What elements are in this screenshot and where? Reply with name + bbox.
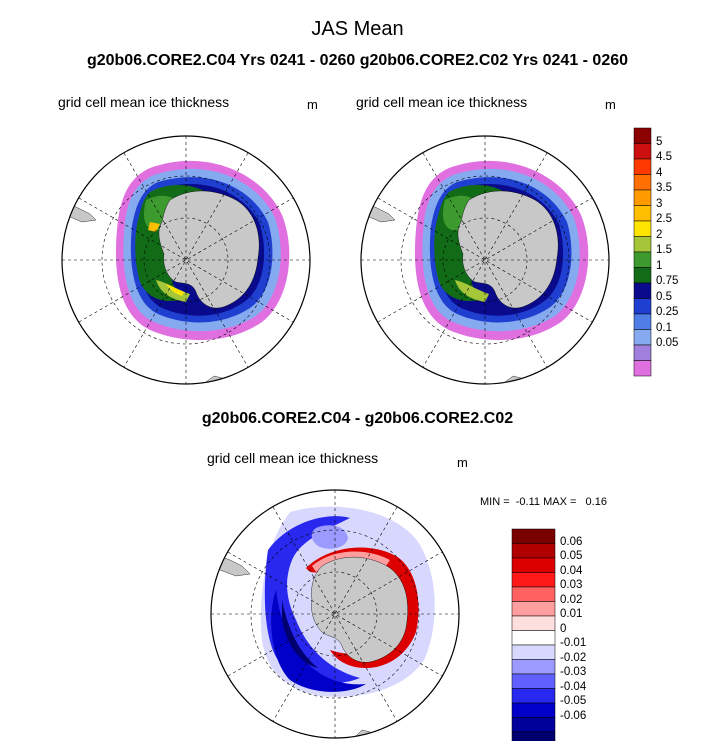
top-colorbar-swatch-14 <box>633 344 652 361</box>
diff-colorbar-tick-label: 0.01 <box>560 608 583 620</box>
diff-colorbar-swatch-3 <box>511 572 556 588</box>
min-max-stats: MIN = -0.11 MAX = 0.16 <box>480 496 607 508</box>
top-colorbar-swatch-6 <box>633 220 652 237</box>
diff-colorbar-swatch-13 <box>511 717 556 733</box>
difference-colorbar <box>511 528 556 741</box>
diff-colorbar-tick-label: -0.06 <box>560 709 587 722</box>
right-panel-unit: m <box>605 97 616 112</box>
diff-colorbar-tick-label: -0.03 <box>560 666 587 678</box>
top-colorbar-tick-label: 3 <box>656 197 663 210</box>
top-colorbar-swatch-3 <box>633 174 652 191</box>
diff-colorbar-tick-label: 0.04 <box>560 564 583 577</box>
top-colorbar-tick-label: 4.5 <box>656 151 672 163</box>
diff-colorbar-swatch-1 <box>511 543 556 559</box>
diff-colorbar-tick-label: -0.02 <box>560 651 587 664</box>
difference-map-boundary <box>210 489 460 739</box>
top-colorbar-swatch-10 <box>633 282 652 299</box>
diff-colorbar-swatch-12 <box>511 702 556 718</box>
difference-polar-map <box>211 490 459 738</box>
diff-colorbar-tick-label: -0.04 <box>560 680 587 693</box>
top-colorbar-swatch-8 <box>633 251 652 268</box>
antarctica <box>457 190 559 309</box>
main-title: JAS Mean <box>311 18 404 40</box>
left-panel-label: grid cell mean ice thickness <box>58 94 230 110</box>
diff-colorbar-swatch-7 <box>511 630 556 646</box>
right-panel-label: grid cell mean ice thickness <box>356 94 528 110</box>
diff-colorbar-swatch-2 <box>511 557 556 573</box>
diff-panel-label: grid cell mean ice thickness <box>207 450 379 466</box>
top-colorbar-tick-label: 4 <box>656 166 663 179</box>
diff-colorbar-swatch-14 <box>511 731 556 741</box>
top-colorbar-swatch-15 <box>633 360 652 377</box>
diff-colorbar-tick-label: -0.01 <box>560 637 587 649</box>
diff-colorbar-tick-label: -0.05 <box>560 695 587 707</box>
difference-title: g20b06.CORE2.C04 - g20b06.CORE2.C02 <box>201 410 514 427</box>
ice-lightgreen <box>455 280 489 302</box>
ice-yellow-2 <box>148 222 160 232</box>
diff-colorbar-swatch-6 <box>511 615 556 631</box>
top-colorbar <box>633 127 652 377</box>
top-colorbar-tick-label: 1.5 <box>656 244 672 256</box>
top-colorbar-tick-label: 0.75 <box>656 275 679 287</box>
ice-yellow <box>166 284 184 296</box>
diff-colorbar-swatch-0 <box>511 528 556 544</box>
top-colorbar-swatch-7 <box>633 236 652 253</box>
top-colorbar-swatch-12 <box>633 313 652 330</box>
antarctica <box>311 556 408 663</box>
subtitle: g20b06.CORE2.C04 Yrs 0241 - 0260 g20b06.… <box>86 52 629 69</box>
diff-colorbar-tick-label: 0.06 <box>560 535 583 548</box>
diff-navy <box>282 600 318 668</box>
top-colorbar-swatch-5 <box>633 205 652 222</box>
top-colorbar-swatch-11 <box>633 298 652 315</box>
antarctica <box>158 190 260 309</box>
diff-colorbar-swatch-4 <box>511 586 556 602</box>
top-colorbar-tick-label: 0.1 <box>656 321 672 334</box>
top-colorbar-tick-label: 2.5 <box>656 213 672 225</box>
diff-panel-unit: m <box>457 455 468 470</box>
top-colorbar-tick-label: 1 <box>656 259 663 272</box>
top-colorbar-swatch-4 <box>633 189 652 206</box>
diff-colorbar-tick-label: 0.05 <box>560 550 583 562</box>
diff-pink-ring <box>312 551 390 572</box>
top-colorbar-swatch-13 <box>633 329 652 346</box>
left-polar-map <box>62 136 310 384</box>
right-map-grid <box>361 136 609 384</box>
top-colorbar-swatch-2 <box>633 158 652 175</box>
top-colorbar-tick-label: 0.05 <box>656 337 679 349</box>
diff-colorbar-tick-label: 0 <box>560 622 567 635</box>
left-map-grid <box>62 136 310 384</box>
top-colorbar-tick-label: 3.5 <box>656 182 672 194</box>
diff-colorbar-tick-label: 0.02 <box>560 593 583 606</box>
diff-colorbar-tick-label: 0.03 <box>560 579 583 591</box>
top-colorbar-swatch-1 <box>633 143 652 160</box>
left-map-boundary <box>61 135 311 385</box>
top-colorbar-swatch-9 <box>633 267 652 284</box>
top-colorbar-tick-label: 2 <box>656 228 663 241</box>
diff-colorbar-swatch-10 <box>511 673 556 689</box>
top-colorbar-tick-label: 5 <box>656 135 663 148</box>
top-colorbar-tick-label: 0.25 <box>656 306 679 318</box>
top-colorbar-swatch-0 <box>633 127 652 144</box>
top-colorbar-tick-label: 0.5 <box>656 290 672 303</box>
diff-red-ring <box>306 547 419 668</box>
diff-colorbar-swatch-9 <box>511 659 556 675</box>
diff-colorbar-swatch-5 <box>511 601 556 617</box>
diff-colorbar-swatch-8 <box>511 644 556 660</box>
difference-map-grid <box>211 490 459 738</box>
right-map-boundary <box>360 135 610 385</box>
left-panel-unit: m <box>307 97 318 112</box>
diff-darkblue <box>271 590 366 692</box>
diff-colorbar-swatch-11 <box>511 688 556 704</box>
right-polar-map <box>361 136 609 384</box>
